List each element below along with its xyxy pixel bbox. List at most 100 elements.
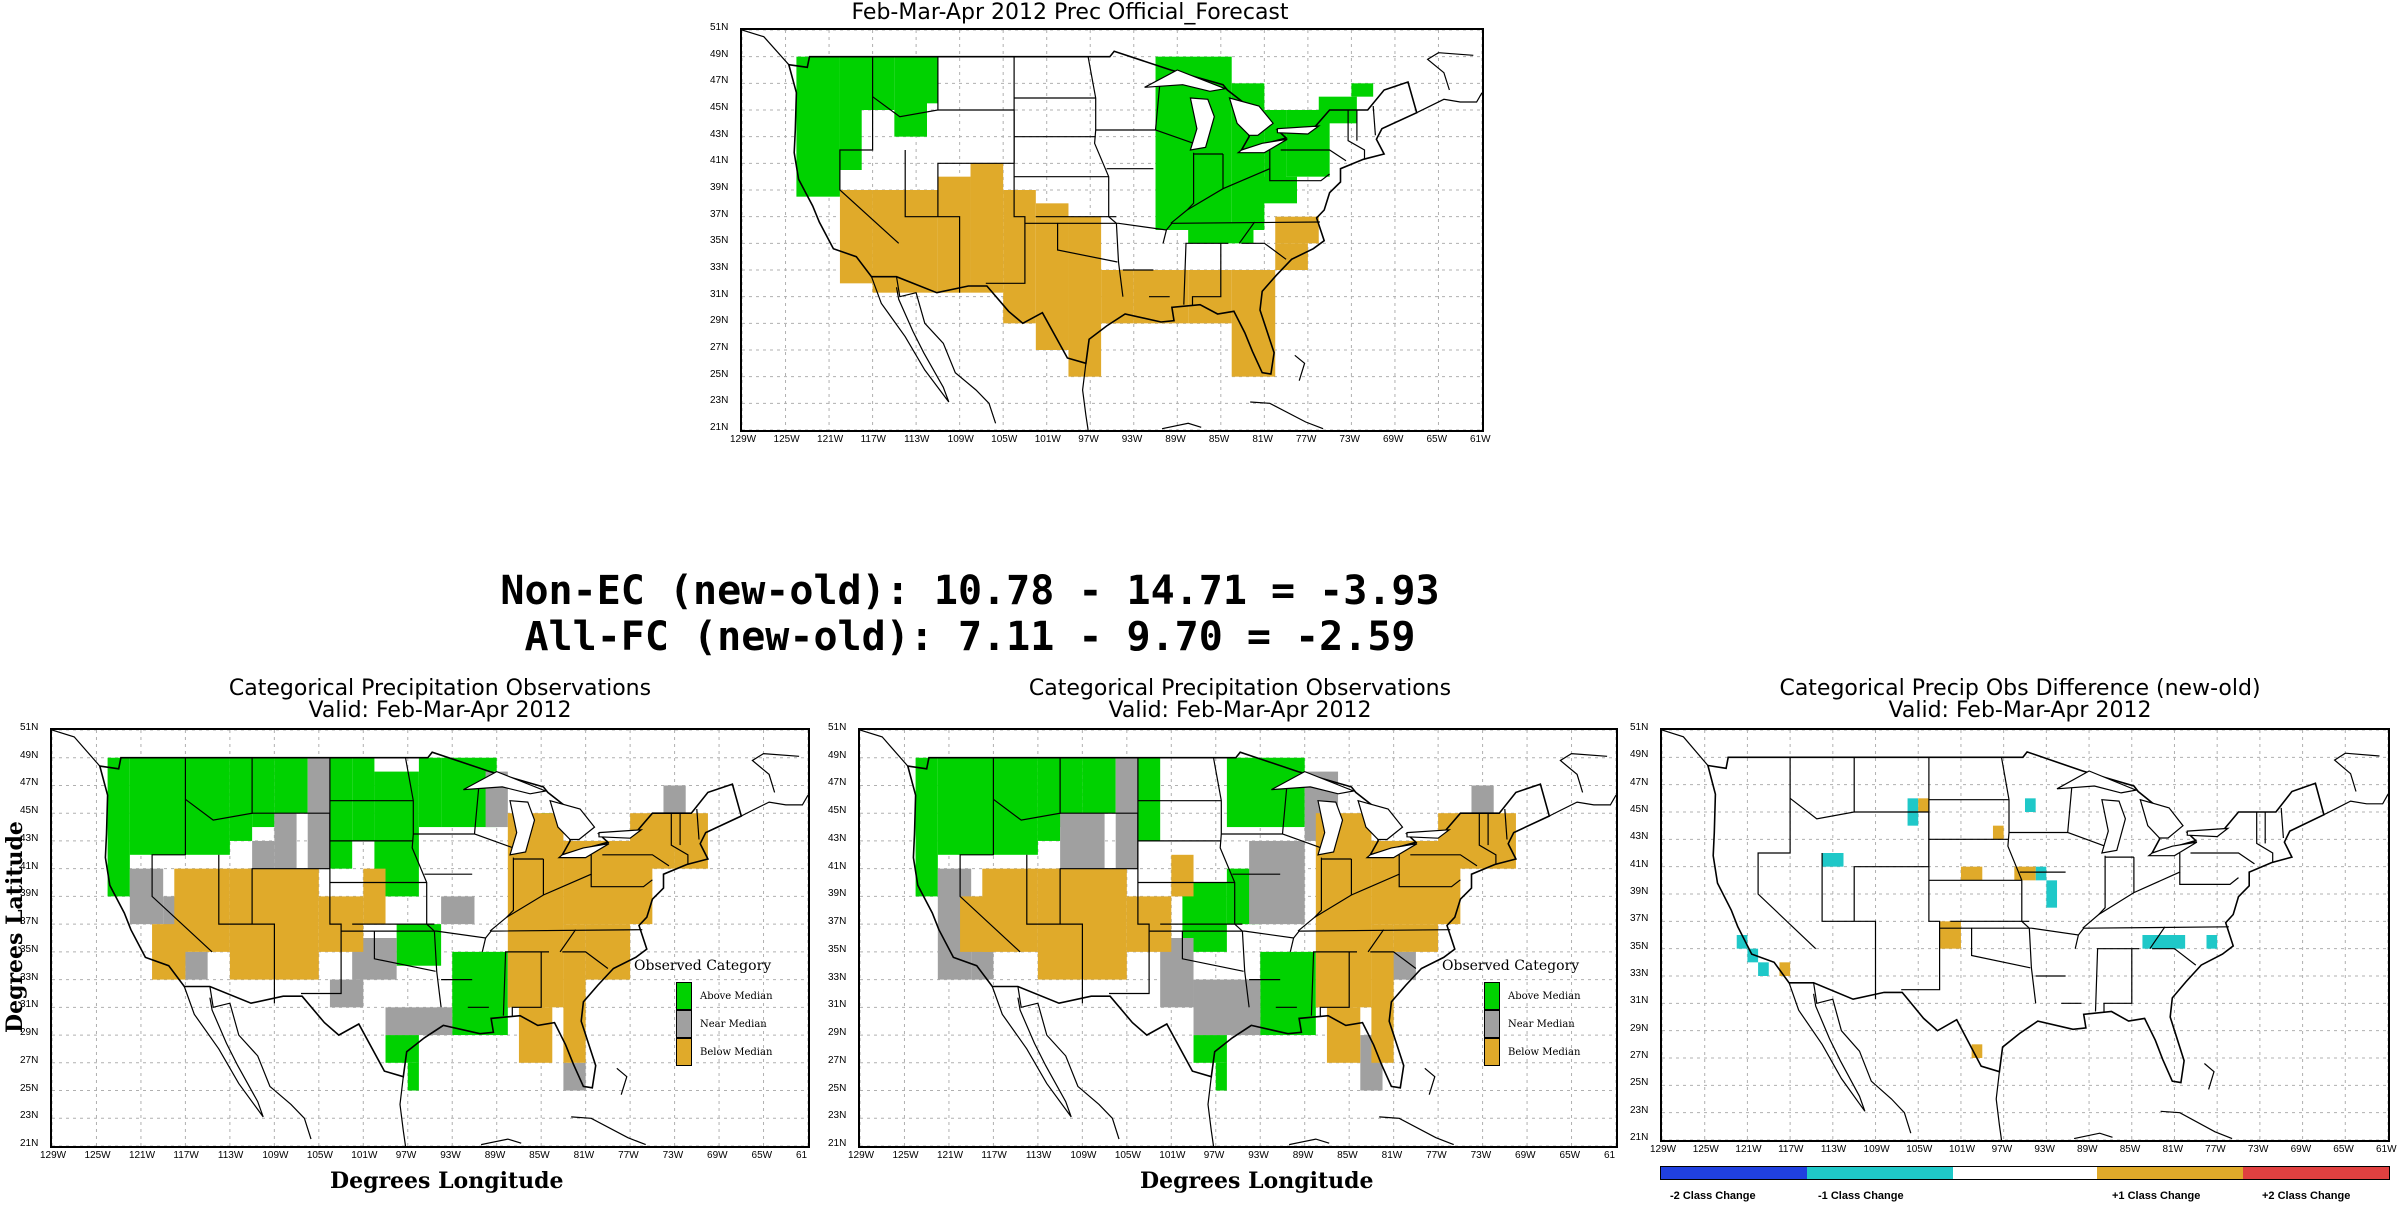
state-border	[1280, 149, 1347, 162]
lat-tick-label: 39N	[20, 888, 39, 900]
lat-tick-label: 47N	[20, 777, 39, 789]
great-lake	[2147, 841, 2198, 857]
great-lake	[1406, 829, 1452, 839]
lat-tick-label: 49N	[20, 749, 39, 761]
coastline	[209, 986, 312, 1140]
lat-tick-label: 35N	[20, 943, 39, 955]
state-border	[2000, 757, 2037, 1004]
lat-tick-label: 47N	[828, 777, 847, 789]
diff-cell	[2014, 866, 2036, 881]
stat-non-ec: Non-EC (new-old): 10.78 - 14.71 = -3.93	[500, 568, 1440, 614]
forecast-cell	[1275, 216, 1319, 244]
coastline	[2160, 1110, 2233, 1140]
diff-cell	[2035, 866, 2047, 881]
top-map-title: Feb-Mar-Apr 2012 Prec Official_Forecast	[851, 0, 1289, 25]
state-border	[1269, 168, 1330, 182]
lat-tick-label: 39N	[710, 182, 729, 193]
forecast-cell	[1035, 203, 1069, 350]
lat-tick-label: 41N	[828, 860, 847, 872]
obs-cell	[1326, 1007, 1361, 1063]
lat-tick-label: 31N	[828, 999, 847, 1011]
great-lake	[1357, 799, 1404, 841]
obs-left-legend-above: Above Median	[676, 982, 773, 1010]
coastline	[1662, 730, 1709, 766]
lon-tick-label: 69W	[1382, 434, 1404, 445]
diff-cell	[2046, 880, 2058, 908]
lon-tick-label: 93W	[2034, 1144, 2055, 1155]
lat-tick-label: 27N	[20, 1054, 39, 1066]
lat-tick-label: 29N	[710, 315, 729, 327]
state-border	[904, 150, 961, 293]
legend-swatch-near	[676, 1010, 692, 1038]
legend-swatch-below	[676, 1038, 692, 1066]
great-lake	[1189, 97, 1215, 151]
legend-label-below: Below Median	[1508, 1046, 1581, 1058]
great-lake	[2139, 798, 2184, 839]
state-border	[1289, 937, 1295, 953]
lat-tick-label: 41N	[1630, 858, 1649, 870]
lon-tick-label: 69W	[707, 1150, 728, 1161]
state-border	[1367, 929, 1385, 953]
lat-tick-label: 27N	[1630, 1050, 1649, 1061]
lat-tick-label: 31N	[20, 999, 39, 1011]
coastline	[742, 30, 790, 66]
lon-tick-label: 105W	[306, 1150, 333, 1161]
lon-tick-label: 121W	[936, 1150, 964, 1161]
state-border	[2074, 934, 2079, 949]
diff-cell	[1758, 962, 1769, 976]
great-lake	[2186, 827, 2230, 838]
legend-label-above: Above Median	[700, 990, 773, 1002]
conus-outline	[98, 751, 743, 1089]
coastline	[2073, 1132, 2113, 1140]
coastline	[399, 1076, 407, 1146]
state-border	[959, 757, 1021, 953]
coastline	[860, 730, 909, 767]
lat-tick-label: 51N	[20, 722, 39, 733]
obs-cell	[1371, 924, 1394, 1063]
coastline	[1559, 752, 1608, 793]
lat-tick-label: 39N	[1630, 886, 1649, 897]
diff-label-plus2: +2 Class Change	[2262, 1190, 2351, 1202]
coastline	[751, 752, 800, 793]
lon-tick-label: 61	[1604, 1150, 1616, 1161]
lon-tick-label: 97W	[1991, 1144, 2013, 1155]
forecast-cell	[970, 163, 1004, 293]
diff-cell	[1779, 962, 1791, 976]
state-border	[2256, 812, 2274, 863]
lat-tick-label: 23N	[710, 395, 729, 407]
coastline	[1294, 354, 1306, 381]
diff-cell	[1747, 948, 1759, 963]
legend-swatch-above	[1484, 982, 1500, 1010]
lon-tick-label: 73W	[1470, 1150, 1492, 1161]
obs-mid-legend-above: Above Median	[1484, 982, 1581, 1010]
lon-tick-label: 97W	[1078, 434, 1099, 445]
state-border	[301, 757, 342, 995]
state-border	[1821, 853, 1877, 1000]
lon-tick-label: 97W	[1203, 1150, 1225, 1161]
obs-cell	[1215, 1062, 1227, 1091]
lon-tick-label: 117W	[173, 1150, 199, 1161]
state-border	[602, 854, 670, 867]
state-border	[1398, 874, 1461, 888]
lon-tick-label: 61W	[1470, 434, 1491, 445]
diff-cell	[1971, 1044, 1983, 1058]
coastline	[1995, 1071, 2003, 1140]
lat-tick-label: 41N	[20, 860, 39, 872]
lat-tick-label: 31N	[1630, 995, 1649, 1007]
diff-cell	[1918, 798, 1929, 812]
lon-tick-label: 85W	[2119, 1144, 2141, 1155]
state-border	[1370, 951, 1417, 969]
diff-map	[1660, 728, 2390, 1142]
obs-mid-xlabel: Degrees Longitude	[1140, 1168, 1374, 1194]
lat-tick-label: 23N	[828, 1110, 847, 1122]
lon-tick-label: 125W	[892, 1150, 919, 1161]
lat-tick-label: 29N	[828, 1027, 847, 1039]
diff-cell	[2206, 935, 2218, 949]
diff-seg-plus1	[2097, 1167, 2243, 1179]
legend-swatch-below	[1484, 1038, 1500, 1066]
lat-tick-label: 39N	[828, 888, 847, 900]
obs-cell	[352, 757, 375, 841]
lat-tick-label: 25N	[1630, 1077, 1649, 1089]
diff-seg-minus2	[1661, 1167, 1807, 1179]
diff-cell	[1736, 935, 1748, 949]
